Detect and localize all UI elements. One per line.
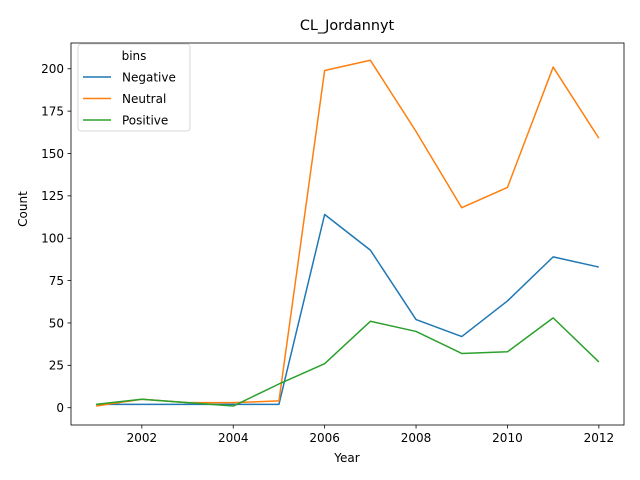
y-tick-label: 75 [49, 274, 64, 288]
x-tick-label: 2008 [401, 431, 432, 445]
y-tick-label: 125 [41, 189, 64, 203]
legend: bins Negative Neutral Positive [77, 43, 191, 132]
x-tick-label: 2006 [309, 431, 340, 445]
y-tick-label: 25 [49, 359, 64, 373]
plot-frame [70, 42, 625, 426]
legend-label-positive: Positive [122, 113, 168, 127]
legend-title: bins [122, 49, 147, 63]
legend-label-negative: Negative [122, 70, 176, 84]
x-axis-label: Year [333, 451, 359, 465]
x-tick-label: 2004 [218, 431, 249, 445]
y-tick-label: 150 [41, 147, 64, 161]
chart-title: CL_Jordannyt [300, 18, 395, 34]
y-tick-label: 200 [41, 62, 64, 76]
y-tick-label: 0 [56, 401, 64, 415]
legend-box [77, 43, 191, 132]
x-tick-label: 2002 [127, 431, 158, 445]
y-tick-label: 175 [41, 104, 64, 118]
y-tick-label: 50 [49, 316, 64, 330]
plot-area: 2002 2004 2006 2008 2010 2012 0 25 50 75 100 125 150… [41, 42, 625, 445]
series-line-positive [96, 317, 600, 407]
series-line-negative [96, 213, 600, 406]
legend-label-neutral: Neutral [122, 92, 166, 106]
x-tick-label: 2012 [584, 431, 615, 445]
x-tick-label: 2010 [492, 431, 523, 445]
y-axis-label: Count [16, 191, 30, 227]
y-tick-label: 100 [41, 232, 64, 246]
